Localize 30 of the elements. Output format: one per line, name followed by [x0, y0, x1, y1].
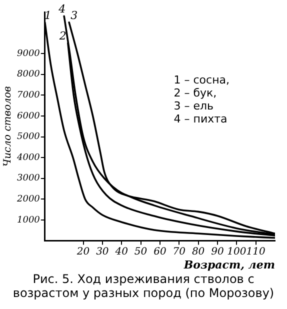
series-label: 1	[44, 8, 52, 22]
annotation: 4 – пихта	[174, 112, 228, 126]
x-tick-label: 80	[192, 246, 206, 258]
y-tick-label: 8000	[17, 70, 40, 80]
x-tick-label: 70	[172, 246, 186, 258]
x-tick-label: 100	[227, 246, 247, 258]
y-tick-label: 3000	[17, 174, 40, 184]
series-label: 4	[58, 2, 66, 16]
x-tick-label: 20	[76, 246, 90, 258]
x-tick-label: 30	[96, 246, 110, 258]
x-tick-label: 110	[246, 246, 266, 258]
y-tick-label: 1000	[17, 215, 40, 226]
y-tick-label: 6000	[17, 111, 40, 122]
x-tick-label: 90	[211, 246, 224, 258]
series-label: 3	[70, 8, 78, 22]
annotation: 3 – ель	[174, 100, 214, 112]
y-tick-label: 4000	[16, 152, 40, 163]
y-tick-label: 9000	[17, 48, 40, 59]
text: Рис. 5. Ход изреживания стволов с возрастом у разных пород (по Морозову)	[12, 272, 276, 300]
annotation: 2 – бук,	[174, 86, 217, 100]
y-tick-label: 2000	[16, 194, 40, 205]
x-tick-label: 40	[114, 246, 129, 258]
y-tick-label: 5000	[17, 132, 40, 142]
x-axis-title: Возраст, лет	[182, 258, 275, 272]
annotation: 1 – сосна,	[174, 74, 230, 86]
y-axis-title: Число стволов	[2, 86, 14, 167]
series-label: 2	[58, 30, 66, 43]
x-tick-label: 50	[134, 246, 148, 258]
y-tick-label: 7000	[17, 90, 40, 101]
x-tick-label: 60	[154, 246, 167, 258]
